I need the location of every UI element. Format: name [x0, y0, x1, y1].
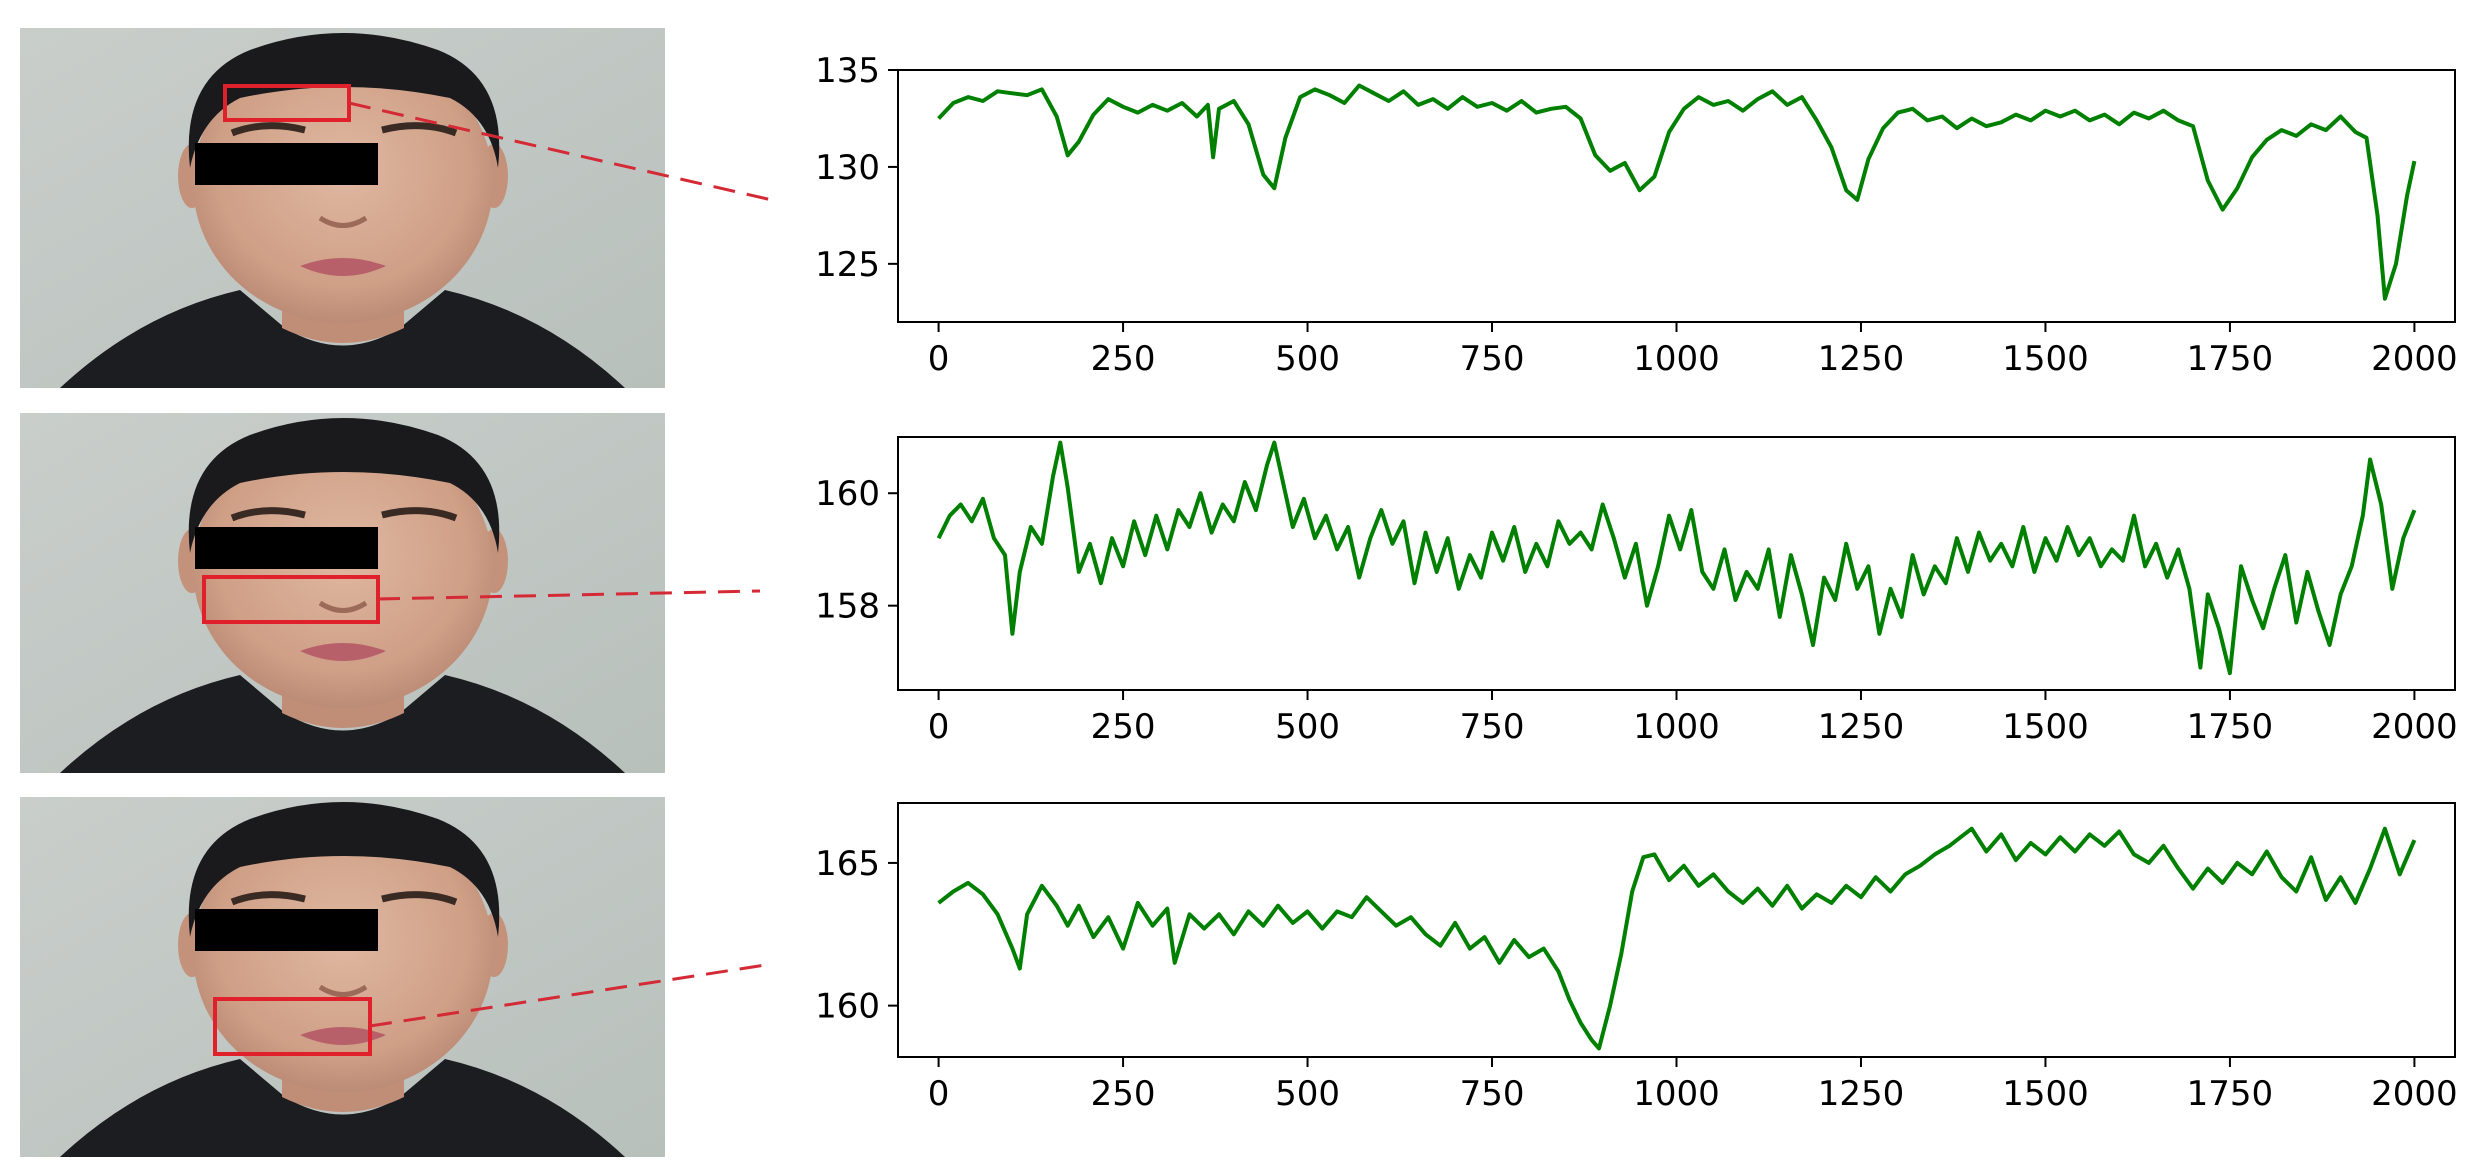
x-tick-label: 0 — [928, 1074, 950, 1114]
x-tick-label: 250 — [1091, 707, 1156, 747]
x-tick-label: 750 — [1460, 707, 1525, 747]
face-photo-3 — [20, 797, 665, 1157]
x-tick-label: 1250 — [1818, 339, 1905, 379]
leader-line-2 — [377, 589, 761, 601]
signal-chart-forehead: 0 250 500 750 1000 1250 1500 1750 2000 125 130 135 — [815, 51, 2458, 379]
x-tick-label: 1750 — [2187, 339, 2274, 379]
x-tick-label: 750 — [1460, 1074, 1525, 1114]
y-tick-label: 135 — [815, 51, 880, 91]
eye-mask-2 — [195, 527, 378, 569]
x-tick-label: 0 — [928, 339, 950, 379]
x-tick-label: 1000 — [1633, 707, 1720, 747]
face-photo-2 — [20, 413, 665, 773]
plot-frame — [897, 802, 2456, 1058]
x-tick-label: 1000 — [1633, 1074, 1720, 1114]
y-tick-label: 125 — [815, 245, 880, 285]
x-tick-label: 500 — [1275, 1074, 1340, 1114]
plot-frame — [897, 436, 2456, 691]
face-photo-1 — [20, 28, 665, 388]
x-tick-label: 1750 — [2187, 1074, 2274, 1114]
x-tick-label: 750 — [1460, 339, 1525, 379]
eye-mask-1 — [195, 143, 378, 185]
y-tick-label: 130 — [815, 148, 880, 188]
x-tick-label: 1250 — [1818, 1074, 1905, 1114]
y-tick-label: 160 — [815, 474, 880, 514]
y-tick-label: 165 — [815, 844, 880, 884]
signal-chart-nose: 0 250 500 750 1000 1250 1500 1750 2000 158 160 — [815, 436, 2458, 747]
x-tick-label: 250 — [1091, 1074, 1156, 1114]
roi-box-mouth — [213, 997, 372, 1056]
x-tick-label: 250 — [1091, 339, 1156, 379]
x-tick-label: 1500 — [2002, 707, 2089, 747]
eye-mask-3 — [195, 909, 378, 951]
plot-frame — [897, 69, 2456, 323]
y-tick-label: 158 — [815, 587, 880, 627]
series-line — [937, 826, 2417, 1051]
x-tick-label: 1500 — [2002, 1074, 2089, 1114]
signal-chart-mouth: 0 250 500 750 1000 1250 1500 1750 2000 160 165 — [815, 802, 2458, 1114]
y-tick-label: 160 — [815, 987, 880, 1027]
x-tick-label: 500 — [1275, 707, 1340, 747]
roi-box-nose — [202, 575, 380, 624]
x-tick-label: 1500 — [2002, 339, 2089, 379]
x-tick-label: 2000 — [2371, 339, 2458, 379]
leader-line-1 — [348, 101, 773, 202]
x-tick-label: 1750 — [2187, 707, 2274, 747]
x-tick-label: 2000 — [2371, 1074, 2458, 1114]
x-tick-label: 500 — [1275, 339, 1340, 379]
x-tick-label: 2000 — [2371, 707, 2458, 747]
x-tick-label: 1000 — [1633, 339, 1720, 379]
x-tick-label: 1250 — [1818, 707, 1905, 747]
x-tick-label: 0 — [928, 707, 950, 747]
series-line — [937, 83, 2417, 301]
series-line — [936, 440, 2417, 676]
